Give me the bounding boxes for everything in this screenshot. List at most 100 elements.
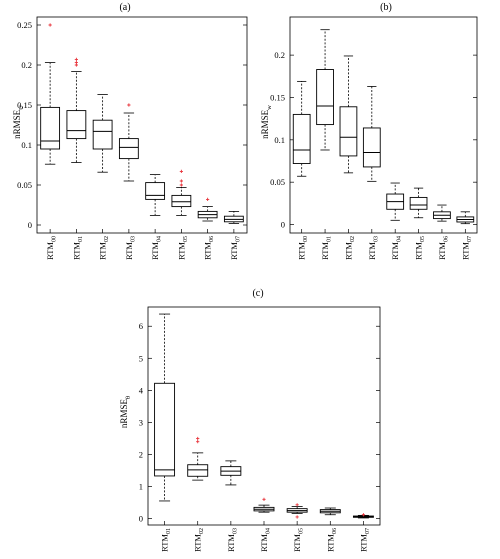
x-tick-label-prefix: RTM bbox=[226, 534, 236, 552]
x-tick-label-prefix: RTM bbox=[414, 242, 424, 260]
iqr-box bbox=[40, 106, 61, 150]
x-tick-label: RTM07 bbox=[229, 236, 242, 260]
box-RTM05: RTM05 bbox=[171, 169, 192, 260]
box-RTM03: RTM03 bbox=[220, 460, 242, 552]
x-tick-label-subscript: 05 bbox=[420, 236, 426, 242]
x-tick-label-prefix: RTM bbox=[229, 242, 239, 260]
box-RTM04: RTM04 bbox=[145, 174, 166, 260]
x-tick-label: RTM02 bbox=[98, 236, 111, 260]
x-tick-label: RTM05 bbox=[414, 236, 427, 260]
y-axis-label-subscript: w bbox=[266, 105, 273, 110]
iqr-box bbox=[187, 464, 209, 477]
y-axis-label-subscript: θ bbox=[125, 396, 132, 399]
x-tick-label-prefix: RTM bbox=[160, 534, 170, 552]
x-tick-label-prefix: RTM bbox=[259, 534, 269, 552]
box-RTM01: RTM01 bbox=[66, 57, 87, 260]
x-tick-label: RTM03 bbox=[124, 236, 137, 260]
plot-frame bbox=[36, 16, 248, 234]
box-RTM06: RTM06 bbox=[319, 507, 341, 552]
x-tick-label: RTM07 bbox=[460, 236, 473, 260]
outlier-point bbox=[179, 179, 183, 183]
x-tick-label-subscript: 06 bbox=[443, 236, 449, 242]
x-tick-label-subscript: 05 bbox=[183, 236, 189, 242]
y-tick-label: 2 bbox=[139, 449, 143, 459]
x-tick-label-subscript: 00 bbox=[52, 236, 58, 242]
x-tick-label-prefix: RTM bbox=[297, 242, 307, 260]
plot-frame bbox=[147, 306, 381, 526]
chart-c: (c)nRMSEθ0123456RTM01RTM02RTM03RTM04RTM0… bbox=[119, 288, 381, 552]
outlier-point bbox=[127, 103, 131, 107]
x-tick-label: RTM01 bbox=[160, 528, 173, 552]
chart-title: (a) bbox=[119, 2, 130, 13]
x-tick-label: RTM06 bbox=[325, 528, 338, 552]
x-tick-label: RTM03 bbox=[226, 528, 239, 552]
x-tick-label: RTM01 bbox=[71, 236, 84, 260]
x-tick-label-subscript: 03 bbox=[373, 236, 379, 242]
chart-title: (c) bbox=[252, 288, 263, 299]
x-tick-label-subscript: 04 bbox=[266, 528, 272, 534]
x-tick-label-subscript: 02 bbox=[350, 236, 356, 242]
iqr-box bbox=[362, 127, 381, 168]
x-tick-label-subscript: 04 bbox=[397, 236, 403, 242]
y-tick-label: 0 bbox=[28, 220, 32, 230]
box-RTM07: RTM07 bbox=[352, 513, 374, 552]
box-RTM05: RTM05 bbox=[286, 503, 308, 552]
x-tick-label-subscript: 00 bbox=[303, 236, 309, 242]
box-RTM02: RTM02 bbox=[92, 94, 113, 260]
box-RTM02: RTM02 bbox=[187, 436, 209, 552]
y-tick-label: 3 bbox=[139, 417, 143, 427]
outlier-point bbox=[74, 61, 78, 65]
y-tick-label: 0.15 bbox=[17, 100, 32, 110]
x-tick-label-prefix: RTM bbox=[325, 534, 335, 552]
x-tick-label-subscript: 02 bbox=[104, 236, 110, 242]
x-tick-label-subscript: 05 bbox=[299, 528, 305, 534]
y-tick-label: 1 bbox=[139, 482, 143, 492]
plot-frame bbox=[289, 16, 478, 234]
outlier-point bbox=[179, 183, 183, 187]
x-tick-label-prefix: RTM bbox=[124, 242, 134, 260]
iqr-box bbox=[66, 110, 87, 140]
y-tick-label: 5 bbox=[139, 353, 143, 363]
x-tick-label-subscript: 03 bbox=[130, 236, 136, 242]
y-tick-label: 0.05 bbox=[270, 177, 285, 187]
box-RTM05: RTM05 bbox=[409, 187, 428, 260]
y-tick-label: 4 bbox=[139, 385, 144, 395]
box-RTM00: RTM00 bbox=[292, 80, 311, 260]
y-axis-label: nRMSEw bbox=[260, 105, 273, 139]
box-RTM03: RTM03 bbox=[362, 86, 381, 260]
outlier-point bbox=[295, 515, 299, 519]
iqr-box bbox=[316, 69, 334, 126]
x-tick-label-subscript: 07 bbox=[365, 528, 371, 534]
x-tick-label-prefix: RTM bbox=[343, 242, 353, 260]
y-tick-label: 0.25 bbox=[17, 20, 32, 30]
x-tick-label: RTM04 bbox=[390, 236, 403, 260]
chart-b: (b)nRMSEw00.050.10.150.2RTM00RTM01RTM02R… bbox=[260, 2, 478, 260]
outlier-point bbox=[262, 497, 266, 501]
x-tick-label: RTM00 bbox=[45, 236, 58, 260]
box-RTM01: RTM01 bbox=[154, 313, 176, 552]
x-tick-label-subscript: 06 bbox=[209, 236, 215, 242]
chart-title: (b) bbox=[380, 2, 392, 13]
x-tick-label-prefix: RTM bbox=[98, 242, 108, 260]
outlier-point bbox=[361, 513, 366, 517]
iqr-box bbox=[118, 138, 139, 160]
y-tick-label: 0 bbox=[139, 514, 143, 524]
box-RTM07: RTM07 bbox=[223, 210, 244, 260]
y-tick-label: 0 bbox=[281, 220, 285, 230]
x-tick-label-prefix: RTM bbox=[390, 242, 400, 260]
iqr-box bbox=[339, 106, 358, 157]
x-tick-label-subscript: 02 bbox=[199, 528, 205, 534]
y-axis-label-text: nRMSE bbox=[119, 399, 129, 429]
x-tick-label-prefix: RTM bbox=[460, 242, 470, 260]
y-tick-label: 0.15 bbox=[270, 92, 285, 102]
box-RTM03: RTM03 bbox=[118, 103, 139, 260]
y-axis-label-text: nRMSE bbox=[12, 109, 22, 139]
iqr-box bbox=[154, 382, 176, 477]
y-axis-label: nRMSEU bbox=[12, 105, 25, 139]
x-tick-label-prefix: RTM bbox=[367, 242, 377, 260]
x-tick-label: RTM01 bbox=[320, 236, 333, 260]
y-tick-label: 0.2 bbox=[274, 50, 285, 60]
x-tick-label: RTM05 bbox=[292, 528, 305, 552]
x-tick-label-subscript: 06 bbox=[332, 528, 338, 534]
